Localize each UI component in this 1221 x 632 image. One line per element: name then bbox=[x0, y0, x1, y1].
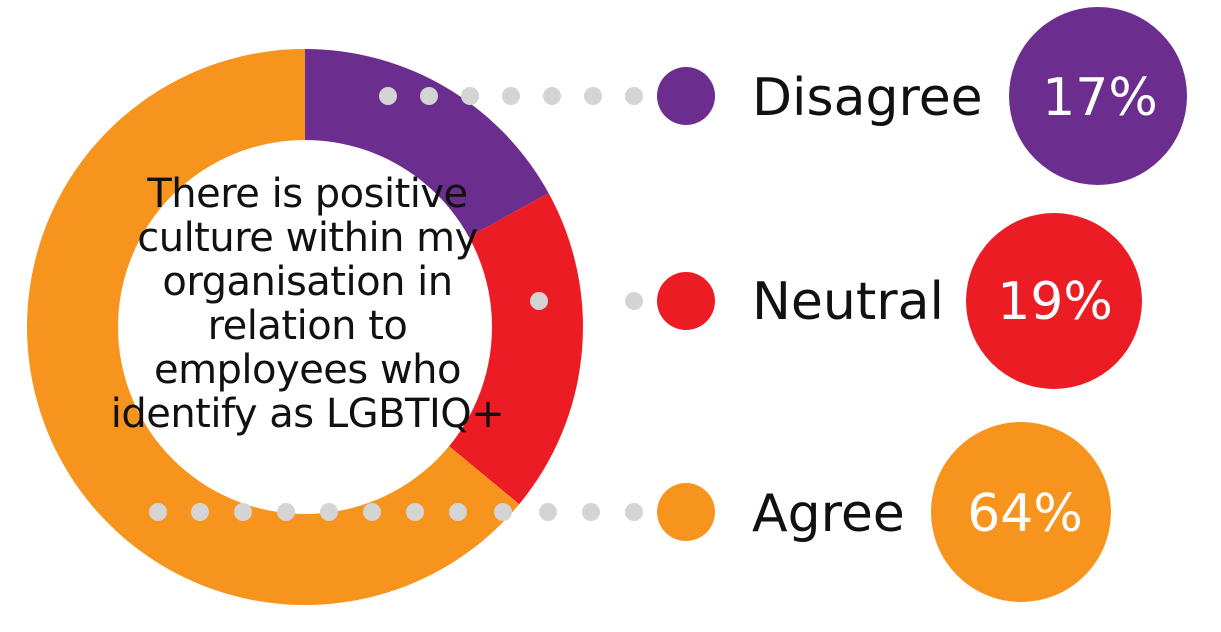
legend-marker-disagree bbox=[657, 67, 715, 125]
legend-label-disagree: Disagree bbox=[752, 68, 983, 128]
connector-dot-agree bbox=[191, 503, 209, 521]
connector-dot-agree bbox=[494, 503, 512, 521]
connector-dot-agree bbox=[320, 503, 338, 521]
connector-dot-agree bbox=[449, 503, 467, 521]
connector-dot-neutral bbox=[625, 292, 643, 310]
percent-label-disagree: 17% bbox=[1042, 68, 1158, 128]
connector-dot-agree bbox=[406, 503, 424, 521]
connector-dot-agree bbox=[363, 503, 381, 521]
donut-hole bbox=[118, 140, 492, 514]
connector-dot-agree bbox=[539, 503, 557, 521]
connector-dot-agree bbox=[234, 503, 252, 521]
connector-dot-disagree bbox=[502, 87, 520, 105]
legend-label-neutral: Neutral bbox=[752, 272, 944, 332]
center-caption: There is positive culture within my orga… bbox=[110, 171, 505, 437]
connector-dot-agree bbox=[625, 503, 643, 521]
connector-dots bbox=[149, 87, 643, 521]
connector-dot-disagree bbox=[543, 87, 561, 105]
connector-dot-disagree bbox=[420, 87, 438, 105]
connector-dot-agree bbox=[149, 503, 167, 521]
connector-dot-disagree bbox=[584, 87, 602, 105]
percent-circle-disagree bbox=[1009, 7, 1187, 185]
connector-dot-disagree bbox=[625, 87, 643, 105]
percent-label-agree: 64% bbox=[967, 484, 1083, 544]
legend-label-agree: Agree bbox=[752, 484, 905, 544]
percent-label-neutral: 19% bbox=[997, 272, 1113, 332]
legend-marker-neutral bbox=[657, 272, 715, 330]
connector-dot-agree bbox=[582, 503, 600, 521]
connector-dot-agree bbox=[277, 503, 295, 521]
connector-dot-disagree bbox=[461, 87, 479, 105]
connector-dot-disagree bbox=[379, 87, 397, 105]
percent-circle-neutral bbox=[966, 213, 1142, 389]
percent-circle-agree bbox=[931, 422, 1111, 602]
legend-marker-agree bbox=[657, 483, 715, 541]
legend-markers bbox=[657, 7, 1187, 602]
connector-dot-neutral bbox=[530, 292, 548, 310]
